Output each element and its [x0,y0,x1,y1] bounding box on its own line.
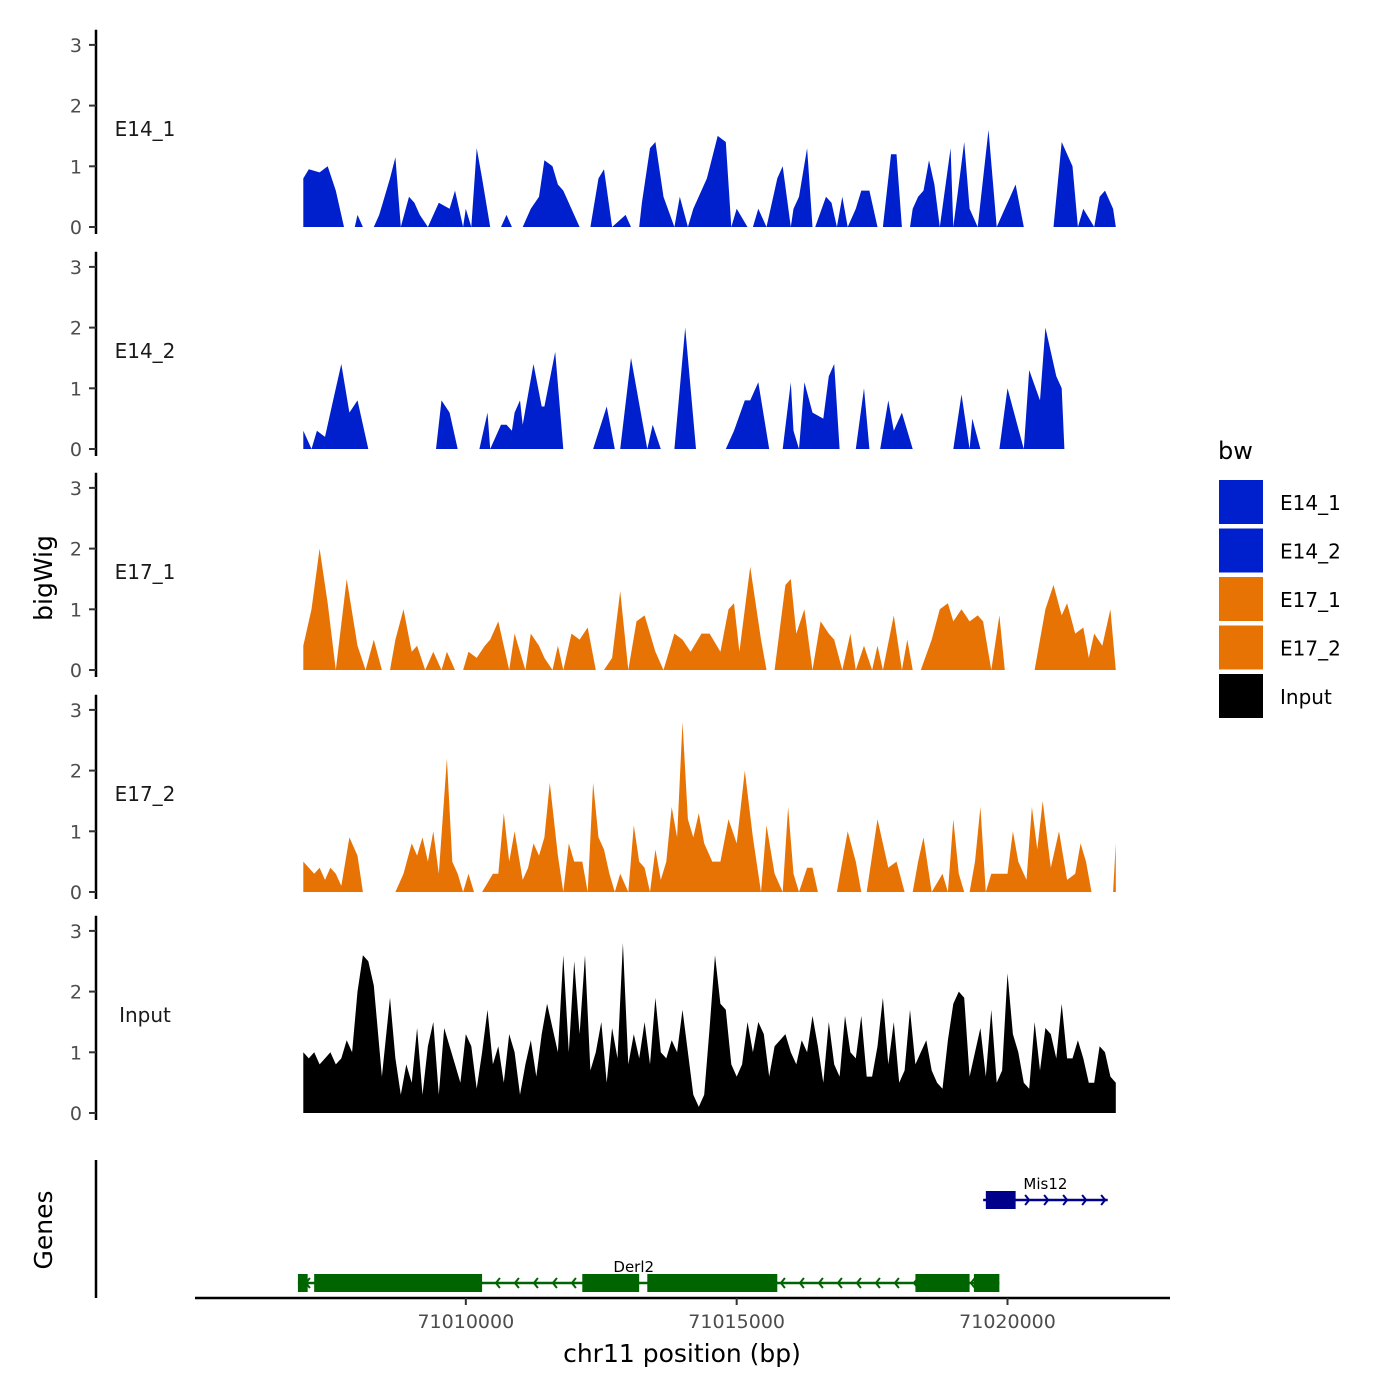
y-tick-label: 2 [70,761,82,783]
track-label: Input [119,1003,171,1027]
strand-chevron-icon [798,1277,805,1289]
gene-derl2: Derl2 [297,1258,1000,1292]
y-tick-label: 1 [70,821,82,843]
track-e17_1: 0 1 2 3 E17_1 [70,472,1116,682]
x-axis: 71010000 71015000 71020000 [195,1296,1170,1333]
genes-axis-title: Genes [29,1190,58,1269]
gene-exon [973,1274,1000,1292]
strand-chevron-icon [570,1277,577,1289]
legend-swatch [1219,480,1263,524]
strand-chevron-icon [1100,1194,1107,1206]
y-tick-label: 3 [70,700,82,722]
legend-swatch [1219,674,1263,718]
strand-chevron-icon [817,1277,824,1289]
y-tick-label: 2 [70,539,82,561]
legend-item: E17_2 [1219,625,1341,670]
x-tick-label: 71010000 [417,1311,514,1333]
gene-exon [314,1274,483,1292]
track-label: E14_2 [115,339,176,363]
strand-chevron-icon [969,1277,976,1289]
coverage-area-e17_2 [303,722,1116,892]
strand-chevron-icon [893,1277,900,1289]
y-tick-label: 1 [70,378,82,400]
y-tick-label: 2 [70,318,82,340]
strand-chevron-icon [513,1277,520,1289]
y-tick-label: 1 [70,156,82,178]
track-input: 0 1 2 3 Input [70,915,1116,1125]
strand-chevron-icon [779,1277,786,1289]
y-tick-label: 3 [70,257,82,279]
y-tick-label: 0 [70,1103,82,1125]
y-tick-label: 0 [70,439,82,461]
strand-chevron-icon [1024,1194,1031,1206]
track-e14_1: 0 1 2 3 E14_1 [70,29,1116,239]
gene-label: Derl2 [613,1258,654,1276]
strand-chevron-icon [551,1277,558,1289]
legend-swatch [1219,528,1263,573]
y-tick-label: 0 [70,217,82,239]
bigwig-tracks: 0 1 2 3 E14_1 0 1 2 3 E14_2 0 1 2 3 E17_1 0 1 2 3 E17_2 0 1 2 3… [70,29,1116,1125]
legend-item: Input [1219,674,1332,718]
legend-swatch [1219,625,1263,670]
gene-exon [647,1274,778,1292]
legend-title: bw [1218,437,1253,465]
y-tick-label: 3 [70,921,82,943]
coverage-area-e17_1 [303,548,1116,670]
gene-exon [297,1274,308,1292]
y-tick-label: 1 [70,599,82,621]
track-e14_2: 0 1 2 3 E14_2 [70,251,1116,461]
strand-chevron-icon [874,1277,881,1289]
legend-item: E14_2 [1219,528,1341,573]
y-tick-label: 0 [70,882,82,904]
y-tick-label: 2 [70,982,82,1004]
strand-chevron-icon [1062,1194,1069,1206]
y-axis-title: bigWig [29,535,58,621]
track-e17_2: 0 1 2 3 E17_2 [70,694,1116,904]
gene-label: Mis12 [1023,1175,1067,1193]
gene-exon [915,1274,970,1292]
strand-chevron-icon [494,1277,501,1289]
legend-label: E17_2 [1280,637,1341,661]
legend-label: E17_1 [1280,588,1341,612]
coverage-area-e14_2 [303,327,1116,449]
x-axis-title: chr11 position (bp) [563,1339,801,1368]
gene-mis12: Mis12 [983,1175,1108,1209]
track-label: E17_1 [115,560,176,584]
genes-track: Mis12 Derl2 [94,1160,1108,1298]
coverage-area-input [303,943,1116,1113]
y-tick-label: 3 [70,35,82,57]
gene-exon [985,1191,1016,1209]
strand-chevron-icon [855,1277,862,1289]
legend-label: Input [1280,685,1332,709]
legend-swatch [1219,577,1263,621]
x-tick-label: 71015000 [688,1311,785,1333]
legend-item: E17_1 [1219,577,1341,621]
coverage-area-e14_1 [303,129,1116,227]
x-tick-label: 71020000 [959,1311,1056,1333]
strand-chevron-icon [532,1277,539,1289]
gene-exon [582,1274,640,1292]
y-tick-label: 0 [70,660,82,682]
y-tick-label: 2 [70,96,82,118]
y-tick-label: 1 [70,1042,82,1064]
strand-chevron-icon [1081,1194,1088,1206]
legend: bw E14_1 E14_2 E17_1 E17_2 Input [1218,437,1341,718]
y-tick-label: 3 [70,478,82,500]
legend-label: E14_2 [1280,540,1341,564]
legend-label: E14_1 [1280,491,1341,515]
legend-item: E14_1 [1219,480,1341,524]
strand-chevron-icon [836,1277,843,1289]
track-label: E17_2 [115,782,176,806]
track-label: E14_1 [115,117,176,141]
strand-chevron-icon [1043,1194,1050,1206]
